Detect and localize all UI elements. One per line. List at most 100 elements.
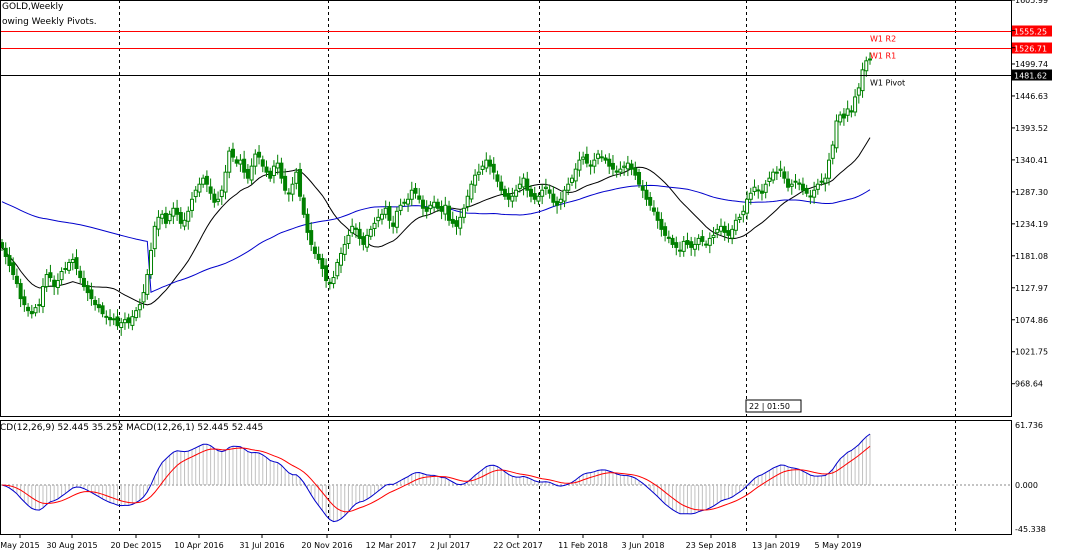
- level-label: W1 Pivot: [870, 79, 905, 88]
- candle-body: [827, 159, 832, 179]
- candle-body: [711, 234, 716, 238]
- candle-body: [74, 257, 79, 270]
- candle-body: [648, 196, 653, 206]
- candle-body: [134, 310, 139, 319]
- candle-body: [335, 261, 340, 277]
- macd-y-tick-label: 0.000: [1015, 481, 1038, 490]
- x-tick-label: 11 Feb 2018: [558, 541, 608, 550]
- candle-body: [663, 226, 668, 236]
- level-label: W1 R1: [870, 52, 896, 61]
- candle-body: [212, 193, 217, 203]
- candle-body: [759, 190, 764, 194]
- candle-body: [447, 205, 452, 221]
- candle-body: [484, 159, 489, 169]
- candle-body: [26, 306, 31, 312]
- candle-body: [394, 210, 399, 228]
- candle-body: [7, 255, 12, 266]
- y-tick-label: 1127.97: [1015, 284, 1048, 293]
- candle-body: [808, 195, 813, 198]
- x-tick-label: 20 Dec 2015: [110, 541, 161, 550]
- y-tick-label: 1074.86: [1015, 316, 1048, 325]
- candle-body: [81, 277, 86, 288]
- candle-body: [420, 199, 425, 209]
- candle-body: [167, 213, 172, 222]
- candle-body: [156, 216, 161, 230]
- candle-body: [331, 277, 336, 285]
- candle-body: [730, 228, 735, 239]
- candle-body: [40, 286, 45, 307]
- candle-body: [428, 204, 433, 210]
- candle-body: [115, 316, 120, 327]
- candles: [0, 52, 872, 336]
- candle-body: [93, 299, 98, 306]
- macd-panel: [0, 433, 1011, 523]
- candle-body: [324, 265, 329, 282]
- candle-body: [763, 183, 768, 193]
- candle-body: [37, 304, 42, 307]
- candle-body: [204, 175, 209, 185]
- level-value-box: [1012, 25, 1052, 37]
- candle-body: [506, 193, 511, 200]
- candle-body: [175, 207, 180, 215]
- candle-body: [387, 205, 392, 221]
- x-tick-label: 2 Jul 2017: [430, 541, 470, 550]
- candle-body: [681, 240, 686, 252]
- candle-body: [29, 311, 34, 315]
- candle-body: [577, 159, 582, 171]
- x-tick-label: 5 May 2019: [814, 541, 861, 550]
- candle-body: [145, 274, 150, 295]
- candle-body: [33, 307, 38, 314]
- candle-body: [543, 186, 548, 189]
- candle-body: [104, 315, 109, 318]
- y-tick-label: 1234.19: [1015, 220, 1048, 229]
- candle-body: [100, 305, 105, 315]
- candle-body: [812, 189, 817, 198]
- candle-body: [797, 182, 802, 185]
- y-tick-label: 1605.99: [1015, 0, 1048, 5]
- candle-body: [771, 171, 776, 181]
- candle-body: [18, 283, 23, 300]
- candle-body: [305, 213, 310, 233]
- candle-body: [741, 210, 746, 216]
- y-tick-label: 1340.41: [1015, 156, 1048, 165]
- time-marker-text: 22 | 01:50: [749, 402, 790, 411]
- candle-body: [566, 183, 571, 191]
- candle-body: [353, 227, 358, 230]
- candle-body: [860, 69, 865, 92]
- candle-body: [309, 230, 314, 245]
- candle-body: [584, 153, 589, 164]
- candle-body: [339, 252, 344, 266]
- candle-body: [536, 195, 541, 202]
- candle-body: [834, 120, 839, 149]
- candle-body: [510, 195, 515, 202]
- candle-body: [208, 186, 213, 194]
- candle-body: [707, 237, 712, 246]
- candle-body: [122, 319, 127, 324]
- candle-body: [271, 165, 276, 176]
- y-tick-label: 1499.74: [1015, 60, 1048, 69]
- candle-body: [78, 270, 83, 279]
- candle-body: [841, 113, 846, 119]
- candle-body: [461, 207, 466, 218]
- candle-body: [525, 178, 530, 191]
- candle-body: [350, 225, 355, 234]
- candle-body: [279, 162, 284, 179]
- candle-body: [748, 192, 753, 200]
- y-tick-label: 1181.08: [1015, 252, 1048, 261]
- candle-body: [70, 258, 75, 263]
- x-tick-label: 13 Jan 2019: [752, 541, 800, 550]
- candle-body: [722, 225, 727, 233]
- candle-body: [197, 183, 202, 193]
- candle-body: [558, 198, 563, 204]
- candle-body: [3, 247, 8, 257]
- candle-body: [14, 275, 19, 285]
- candle-body: [11, 262, 16, 276]
- candle-body: [838, 114, 843, 123]
- candle-body: [488, 159, 493, 167]
- symbol-title: GOLD,Weekly: [2, 2, 64, 12]
- candle-body: [774, 171, 779, 174]
- candle-body: [316, 253, 321, 260]
- candle-body: [286, 192, 291, 195]
- main-frame: [0, 0, 1012, 417]
